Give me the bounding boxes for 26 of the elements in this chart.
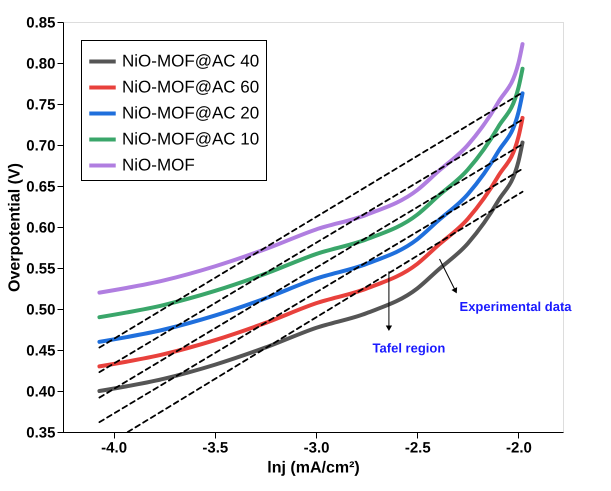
y-tick-label: 0.65 <box>26 178 56 196</box>
x-tick-label: -4.0 <box>101 440 128 456</box>
y-tick-label: 0.75 <box>26 96 56 114</box>
y-tick-label: 0.55 <box>26 260 56 278</box>
x-tick-label: -2.0 <box>506 440 532 456</box>
x-tick-label: -2.5 <box>404 440 431 456</box>
annotation: Experimental data <box>460 298 572 314</box>
annotation: Tafel region <box>372 340 446 356</box>
y-tick-label: 0.45 <box>26 342 56 360</box>
y-tick-label: 0.40 <box>26 384 56 400</box>
y-tick-label: 0.60 <box>26 220 56 236</box>
legend-label: NiO-MOF@AC 60 <box>122 78 260 96</box>
x-tick-label: -3.5 <box>202 440 228 456</box>
y-tick-label: 0.80 <box>26 56 56 72</box>
line-series <box>97 42 525 295</box>
x-axis-title: lnj (mA/cm²) <box>267 460 360 476</box>
x-tick-label: -3.0 <box>304 440 330 456</box>
y-axis-title: Overpotential (V) <box>6 163 24 292</box>
y-tick-label: 0.50 <box>26 302 56 318</box>
legend-label: NiO-MOF@AC 10 <box>122 130 260 148</box>
y-tick-label: 0.85 <box>26 14 56 32</box>
legend-label: NiO-MOF@AC 20 <box>122 104 260 122</box>
y-tick-label: 0.70 <box>26 138 56 154</box>
legend-label: NiO-MOF@AC 40 <box>122 52 260 70</box>
y-tick-label: 0.35 <box>26 424 56 442</box>
legend-label: NiO-MOF <box>122 156 195 174</box>
